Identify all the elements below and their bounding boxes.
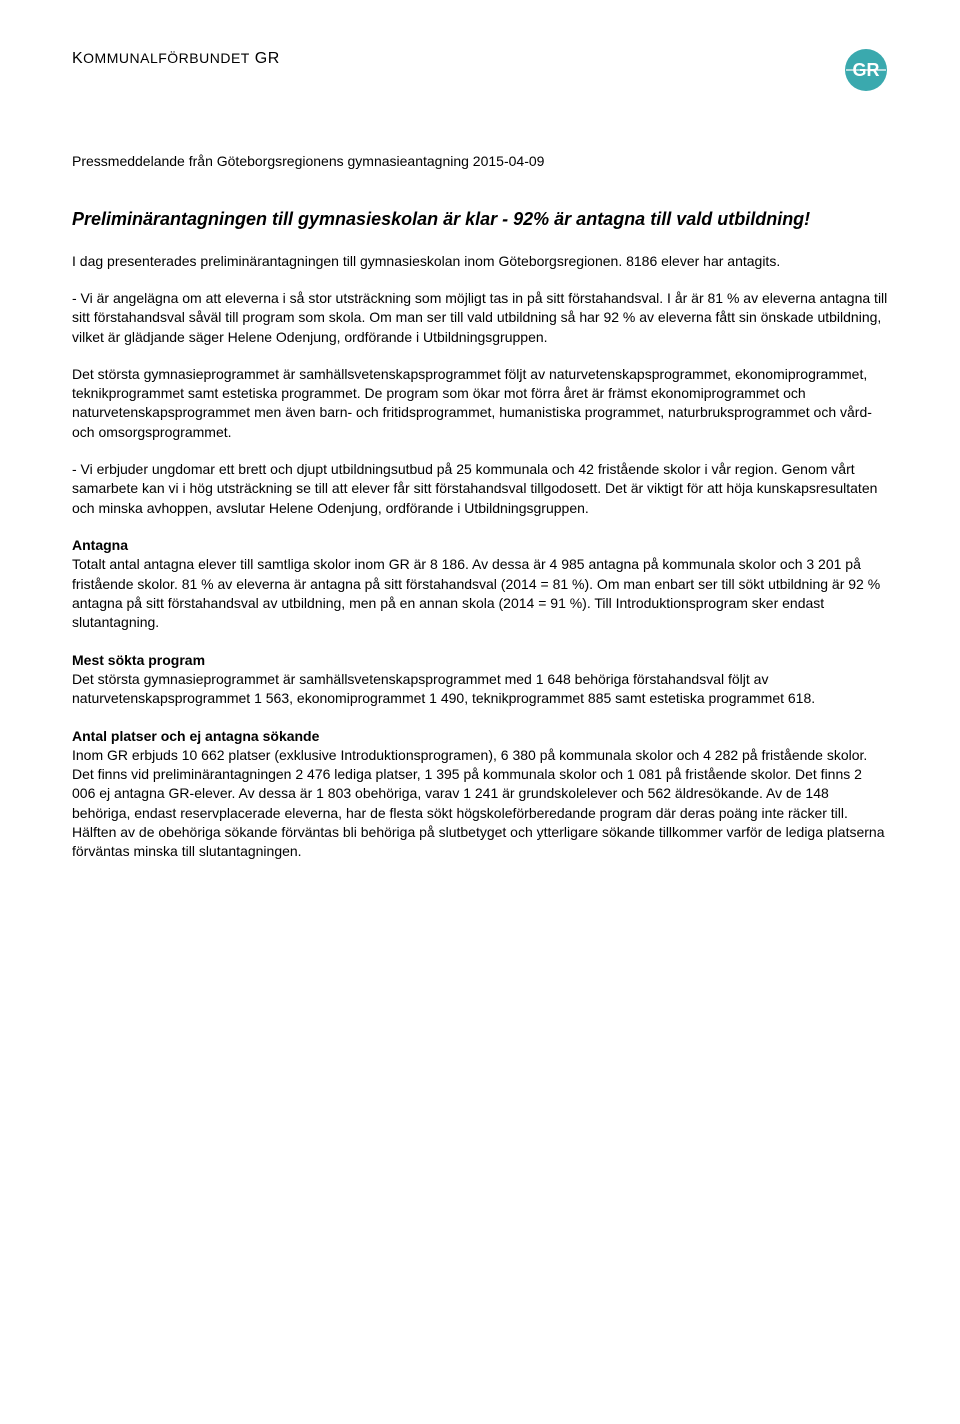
section-title-antagna: Antagna bbox=[72, 536, 888, 555]
body-paragraph-3: - Vi erbjuder ungdomar ett brett och dju… bbox=[72, 460, 888, 518]
document-header: KOMMUNALFÖRBUNDET GR GR bbox=[72, 48, 888, 92]
section-body-mest-sokta: Det största gymnasieprogrammet är samhäl… bbox=[72, 670, 888, 709]
logo-text: GR bbox=[853, 60, 880, 80]
section-antal-platser: Antal platser och ej antagna sökande Ino… bbox=[72, 727, 888, 862]
org-main: OMMUNALFÖRBUNDET bbox=[83, 50, 250, 66]
press-release-line: Pressmeddelande från Göteborgsregionens … bbox=[72, 152, 888, 171]
document-title: Preliminärantagningen till gymnasieskola… bbox=[72, 207, 888, 231]
section-title-antal-platser: Antal platser och ej antagna sökande bbox=[72, 727, 888, 746]
org-prefix: K bbox=[72, 50, 83, 67]
section-title-mest-sokta: Mest sökta program bbox=[72, 651, 888, 670]
body-paragraph-2: Det största gymnasieprogrammet är samhäl… bbox=[72, 365, 888, 442]
body-paragraph-1: - Vi är angelägna om att eleverna i så s… bbox=[72, 289, 888, 347]
section-body-antal-platser: Inom GR erbjuds 10 662 platser (exklusiv… bbox=[72, 746, 888, 862]
intro-paragraph: I dag presenterades preliminärantagninge… bbox=[72, 252, 888, 271]
gr-logo-icon: GR bbox=[844, 48, 888, 92]
section-mest-sokta: Mest sökta program Det största gymnasiep… bbox=[72, 651, 888, 709]
organization-name: KOMMUNALFÖRBUNDET GR bbox=[72, 48, 280, 70]
org-suffix: GR bbox=[250, 50, 280, 67]
section-body-antagna: Totalt antal antagna elever till samtlig… bbox=[72, 555, 888, 632]
section-antagna: Antagna Totalt antal antagna elever till… bbox=[72, 536, 888, 633]
